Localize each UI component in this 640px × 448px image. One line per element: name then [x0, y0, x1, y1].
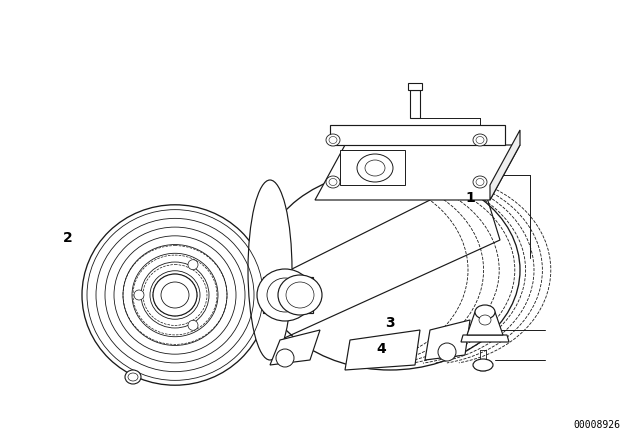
Ellipse shape: [248, 180, 292, 360]
Ellipse shape: [438, 343, 456, 361]
Ellipse shape: [161, 282, 189, 308]
Ellipse shape: [257, 269, 313, 321]
Ellipse shape: [278, 275, 322, 315]
Ellipse shape: [267, 278, 303, 312]
Ellipse shape: [188, 260, 198, 270]
Ellipse shape: [473, 176, 487, 188]
Ellipse shape: [326, 134, 340, 146]
Polygon shape: [340, 150, 405, 185]
Polygon shape: [461, 335, 509, 342]
Ellipse shape: [286, 282, 314, 308]
Ellipse shape: [125, 370, 141, 384]
Text: 3: 3: [385, 316, 395, 331]
Polygon shape: [408, 83, 422, 90]
Ellipse shape: [476, 137, 484, 143]
Ellipse shape: [475, 305, 495, 319]
Polygon shape: [410, 90, 420, 118]
Polygon shape: [467, 312, 503, 335]
Text: 4: 4: [376, 341, 386, 356]
Polygon shape: [263, 277, 313, 313]
Ellipse shape: [329, 137, 337, 143]
Ellipse shape: [153, 274, 197, 316]
Ellipse shape: [188, 320, 198, 330]
Polygon shape: [330, 125, 505, 145]
Ellipse shape: [82, 205, 268, 385]
Ellipse shape: [473, 134, 487, 146]
Polygon shape: [270, 330, 320, 365]
Polygon shape: [260, 175, 500, 340]
Polygon shape: [490, 130, 520, 200]
Text: 00008926: 00008926: [573, 420, 620, 430]
Ellipse shape: [365, 160, 385, 176]
Text: 1: 1: [466, 191, 476, 205]
Polygon shape: [425, 320, 470, 360]
Ellipse shape: [473, 359, 493, 371]
Polygon shape: [315, 145, 520, 200]
Text: 2: 2: [63, 231, 72, 246]
Ellipse shape: [476, 178, 484, 185]
Ellipse shape: [326, 176, 340, 188]
Ellipse shape: [479, 315, 491, 325]
Polygon shape: [345, 330, 420, 370]
Ellipse shape: [329, 178, 337, 185]
Ellipse shape: [276, 349, 294, 367]
Ellipse shape: [128, 373, 138, 381]
Ellipse shape: [134, 290, 144, 300]
Ellipse shape: [357, 154, 393, 182]
